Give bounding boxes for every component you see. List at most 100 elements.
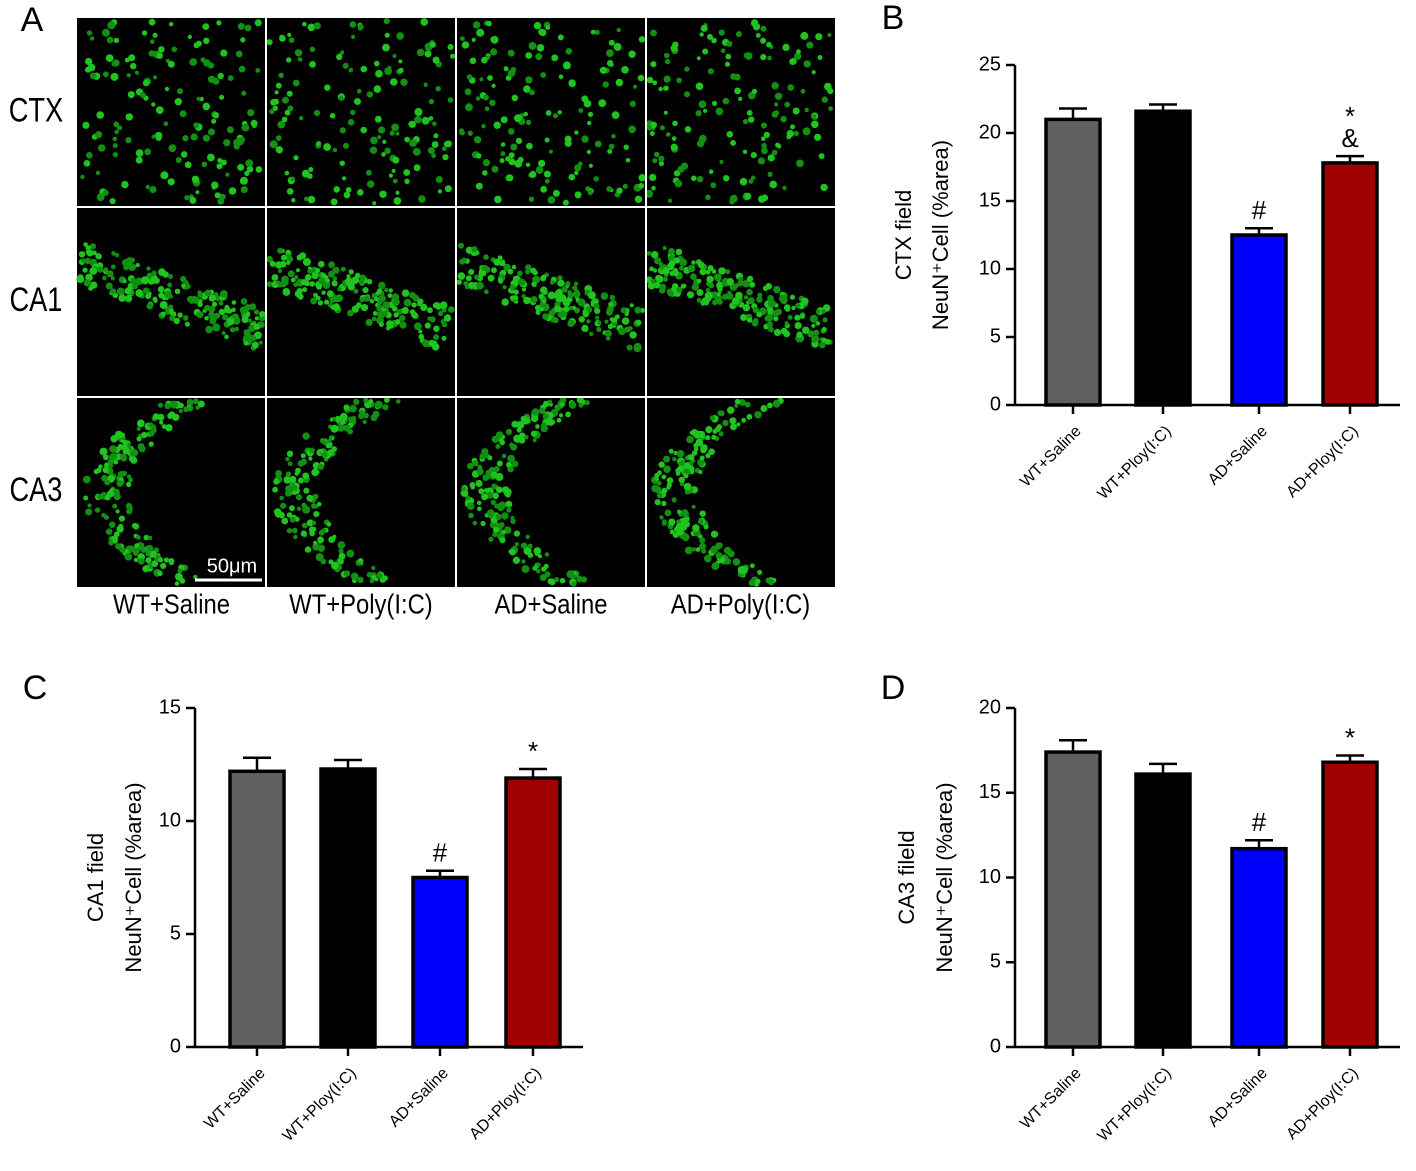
cell bbox=[661, 500, 667, 507]
cell bbox=[820, 183, 828, 192]
cell bbox=[122, 279, 127, 284]
cell bbox=[236, 137, 245, 146]
cell bbox=[391, 123, 399, 132]
cell bbox=[525, 534, 530, 540]
cell bbox=[89, 72, 97, 80]
cell bbox=[272, 486, 278, 493]
cell bbox=[656, 480, 662, 486]
cell bbox=[606, 49, 614, 57]
cell bbox=[138, 558, 145, 565]
row-label: CTX bbox=[9, 91, 63, 130]
cell bbox=[463, 281, 469, 287]
cell bbox=[101, 512, 106, 518]
cell bbox=[441, 335, 447, 341]
cell bbox=[672, 268, 679, 274]
cell bbox=[726, 278, 734, 286]
cell bbox=[500, 259, 506, 264]
cell bbox=[398, 59, 403, 64]
cell bbox=[638, 182, 645, 189]
cell bbox=[479, 453, 486, 460]
cell bbox=[369, 578, 375, 584]
cell bbox=[817, 55, 823, 60]
cell bbox=[725, 269, 731, 275]
cell bbox=[727, 406, 735, 414]
cell bbox=[102, 189, 109, 196]
cell bbox=[313, 109, 321, 117]
cell bbox=[280, 502, 287, 509]
cell bbox=[95, 253, 102, 260]
cell bbox=[183, 406, 190, 413]
cell bbox=[572, 290, 581, 298]
cell bbox=[791, 305, 796, 311]
cell bbox=[649, 266, 654, 272]
cell bbox=[418, 329, 423, 334]
cell bbox=[337, 558, 344, 565]
cell bbox=[506, 507, 512, 513]
cell bbox=[122, 447, 130, 455]
cell bbox=[343, 191, 351, 199]
cell bbox=[121, 259, 130, 267]
cell bbox=[342, 62, 349, 69]
cell bbox=[343, 424, 351, 432]
cell bbox=[191, 175, 200, 183]
cell bbox=[141, 30, 148, 36]
cell bbox=[325, 278, 330, 283]
y-axis-label: CTX field bbox=[891, 190, 916, 280]
cell bbox=[84, 257, 92, 265]
cell bbox=[175, 572, 183, 581]
cell bbox=[435, 176, 443, 183]
cell bbox=[584, 400, 590, 406]
cell bbox=[684, 126, 692, 133]
cell bbox=[535, 53, 543, 61]
bar bbox=[1321, 161, 1379, 407]
cell bbox=[559, 577, 566, 584]
cell bbox=[207, 128, 216, 136]
cell bbox=[312, 493, 319, 500]
cell bbox=[766, 321, 773, 328]
cell bbox=[742, 304, 751, 312]
cell bbox=[399, 321, 407, 329]
cell bbox=[495, 473, 504, 481]
cell bbox=[239, 306, 248, 315]
cell bbox=[739, 399, 746, 406]
cell bbox=[804, 107, 809, 113]
cell bbox=[124, 287, 132, 295]
cell bbox=[180, 276, 187, 283]
cell bbox=[730, 423, 737, 431]
cell bbox=[102, 466, 110, 474]
cell bbox=[604, 319, 609, 324]
cell bbox=[300, 530, 307, 537]
cell bbox=[502, 285, 507, 290]
y-tick-label: 5 bbox=[990, 325, 1001, 347]
cell bbox=[363, 397, 369, 403]
cell bbox=[666, 485, 671, 490]
cell bbox=[465, 495, 471, 501]
cell bbox=[273, 478, 280, 485]
cell bbox=[202, 23, 210, 30]
cell bbox=[363, 412, 369, 419]
cell bbox=[249, 303, 257, 311]
bar bbox=[319, 767, 377, 1049]
cell bbox=[468, 512, 474, 519]
cell bbox=[132, 283, 139, 290]
cell bbox=[533, 547, 542, 555]
cell bbox=[293, 155, 299, 161]
cell bbox=[542, 413, 549, 420]
cell bbox=[389, 130, 395, 136]
cell bbox=[301, 169, 310, 178]
cell bbox=[184, 321, 190, 327]
cell bbox=[515, 137, 523, 145]
cell bbox=[683, 482, 692, 491]
cell bbox=[710, 530, 719, 538]
cell bbox=[184, 195, 190, 201]
cell bbox=[713, 273, 722, 282]
cell bbox=[472, 21, 481, 29]
cell bbox=[536, 44, 545, 52]
cell bbox=[461, 41, 470, 49]
cell bbox=[317, 300, 324, 306]
cell bbox=[574, 281, 579, 286]
cell bbox=[167, 178, 175, 186]
cell bbox=[645, 189, 654, 198]
cell bbox=[95, 170, 101, 175]
cell bbox=[604, 329, 612, 338]
